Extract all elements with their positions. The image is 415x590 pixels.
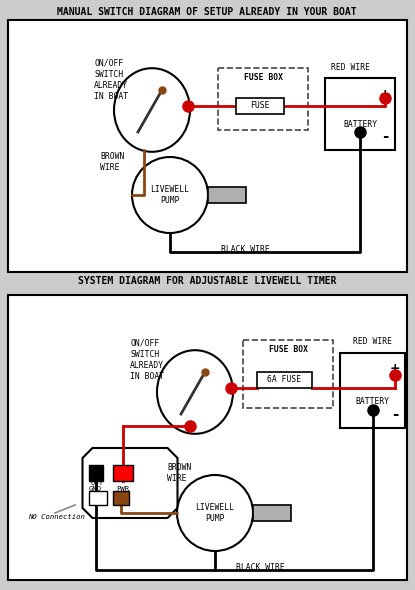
Ellipse shape xyxy=(114,68,190,152)
Text: GND: GND xyxy=(89,486,102,492)
Text: ON/OFF
SWITCH
ALREADY
IN BOAT: ON/OFF SWITCH ALREADY IN BOAT xyxy=(94,59,128,101)
Bar xyxy=(208,187,246,203)
Polygon shape xyxy=(83,448,178,518)
Bar xyxy=(8,295,407,580)
Bar xyxy=(325,78,395,150)
Text: LIVEWELL
PUMP: LIVEWELL PUMP xyxy=(195,503,234,523)
Bar xyxy=(257,372,312,388)
Text: RED WIRE: RED WIRE xyxy=(353,337,392,346)
Text: OUT: OUT xyxy=(91,480,104,486)
Bar xyxy=(236,98,284,114)
Text: 6A FUSE: 6A FUSE xyxy=(267,375,302,385)
Bar xyxy=(218,68,308,130)
Text: BLACK WIRE: BLACK WIRE xyxy=(221,244,269,254)
Bar xyxy=(112,465,132,481)
Text: BATTERY: BATTERY xyxy=(355,397,390,407)
Text: BATTERY: BATTERY xyxy=(343,120,377,129)
Text: SYSTEM DIAGRAM FOR ADJUSTABLE LIVEWELL TIMER: SYSTEM DIAGRAM FOR ADJUSTABLE LIVEWELL T… xyxy=(78,276,336,286)
Text: +: + xyxy=(380,87,391,100)
Text: BROWN
WIRE: BROWN WIRE xyxy=(167,463,191,483)
Bar xyxy=(88,465,103,481)
Ellipse shape xyxy=(157,350,233,434)
Bar xyxy=(8,20,407,272)
Text: BLACK WIRE: BLACK WIRE xyxy=(236,562,284,572)
Text: FUSE: FUSE xyxy=(250,101,270,110)
Text: MANUAL SWITCH DIAGRAM OF SETUP ALREADY IN YOUR BOAT: MANUAL SWITCH DIAGRAM OF SETUP ALREADY I… xyxy=(57,7,357,17)
Text: LIVEWELL
PUMP: LIVEWELL PUMP xyxy=(151,185,190,205)
Text: FUSE BOX: FUSE BOX xyxy=(269,346,308,355)
Text: ON/OFF
SWITCH
ALREADY
IN BOAT: ON/OFF SWITCH ALREADY IN BOAT xyxy=(130,339,164,381)
Text: -: - xyxy=(392,407,398,421)
Circle shape xyxy=(132,157,208,233)
Bar xyxy=(340,353,405,428)
Text: +: + xyxy=(390,362,400,375)
Text: -: - xyxy=(382,129,388,143)
Text: BROWN
WIRE: BROWN WIRE xyxy=(100,152,124,172)
Text: FUSE BOX: FUSE BOX xyxy=(244,74,283,83)
Bar xyxy=(253,505,291,521)
Bar xyxy=(88,491,107,505)
Bar xyxy=(243,340,333,408)
Circle shape xyxy=(177,475,253,551)
Text: NO Connection: NO Connection xyxy=(28,514,85,520)
Text: RED WIRE: RED WIRE xyxy=(330,63,369,71)
Text: PWR: PWR xyxy=(116,486,129,492)
Bar xyxy=(112,491,129,505)
